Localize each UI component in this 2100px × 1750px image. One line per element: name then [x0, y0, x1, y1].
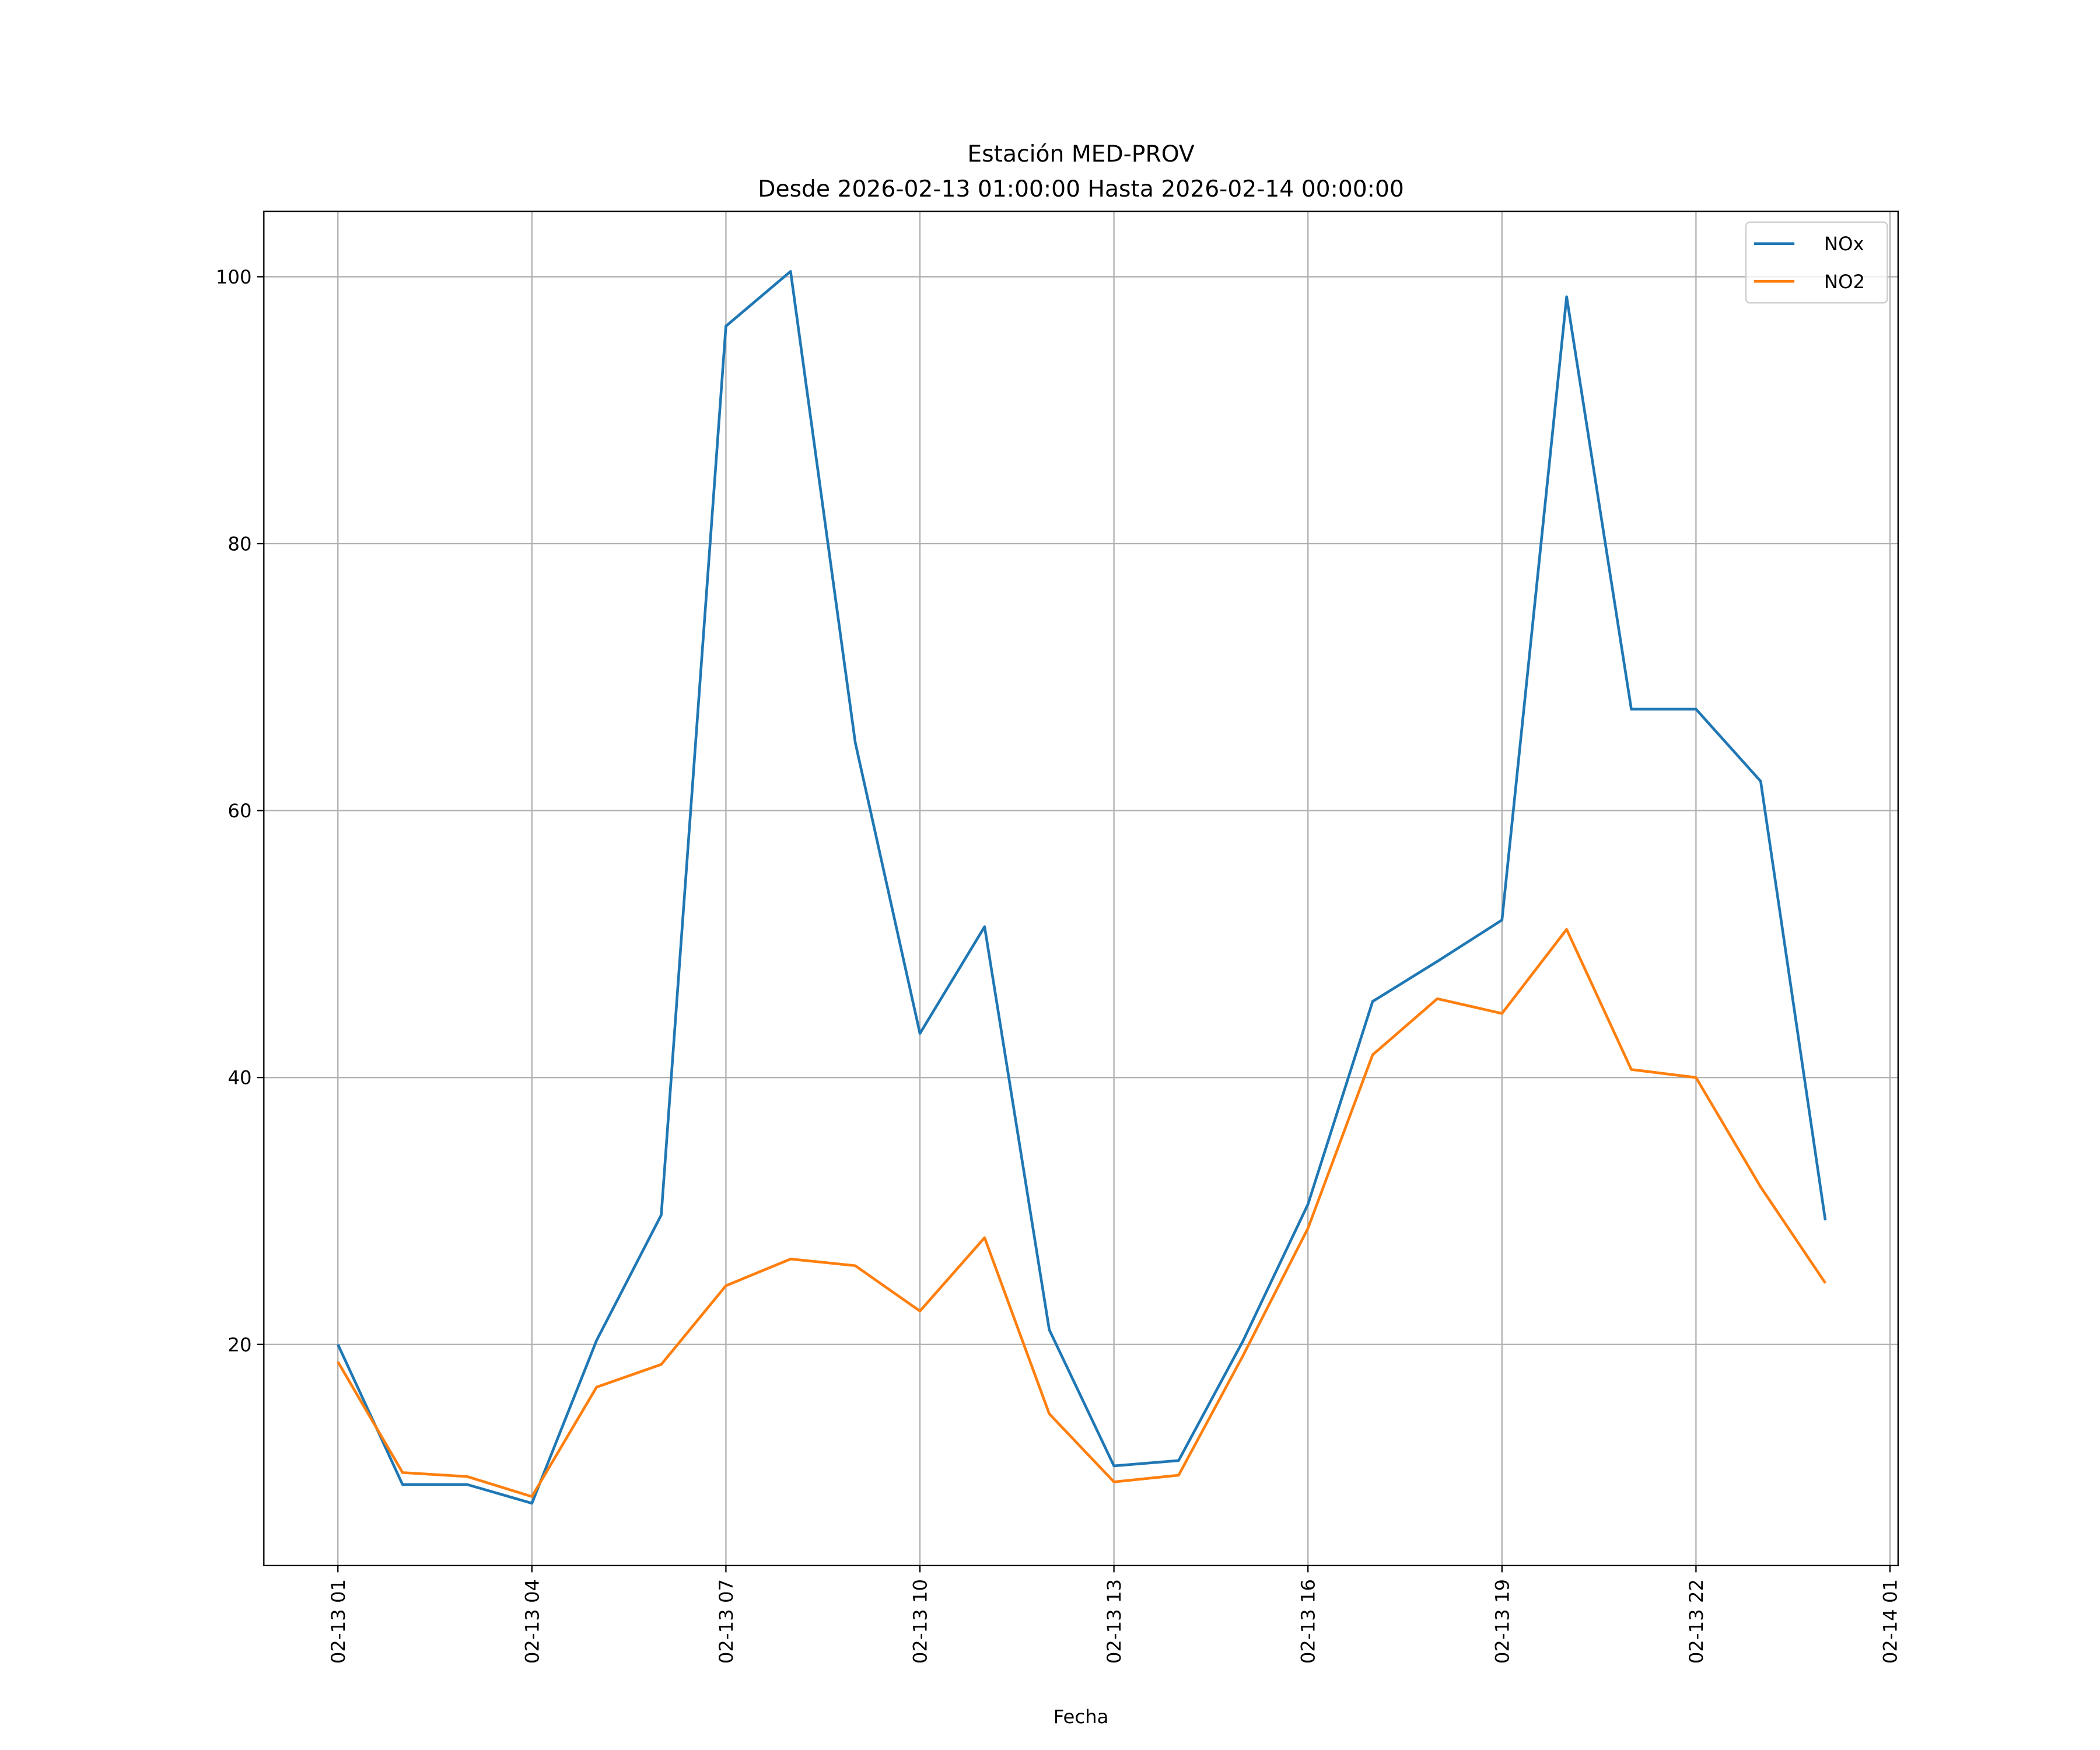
x-tick-label: 02-14 01: [1880, 1579, 1902, 1664]
x-tick-label: 02-13 07: [715, 1579, 737, 1664]
chart-subtitle: Desde 2026-02-13 01:00:00 Hasta 2026-02-…: [758, 176, 1404, 202]
chart-title: Estación MED-PROV: [967, 141, 1194, 167]
legend-label-nox: NOx: [1824, 233, 1864, 255]
x-axis: 02-13 01 02-13 04 02-13 07 02-13 10 02-13 13…: [327, 1565, 1902, 1664]
legend-label-no2: NO2: [1824, 271, 1865, 293]
x-tick-label: 02-13 01: [327, 1579, 349, 1664]
x-tick-label: 02-13 10: [909, 1579, 932, 1664]
x-tick-label: 02-13 19: [1491, 1579, 1513, 1664]
series-line-no2: [337, 928, 1827, 1498]
legend: NOx NO2: [1745, 221, 1888, 304]
y-tick-label: 80: [228, 533, 251, 555]
legend-box: [1745, 221, 1888, 304]
y-tick-label: 100: [216, 266, 252, 288]
y-tick-label: 20: [228, 1334, 251, 1356]
x-tick-label: 02-13 13: [1103, 1579, 1125, 1664]
y-tick-label: 40: [228, 1067, 251, 1089]
x-tick-label: 02-13 16: [1297, 1579, 1320, 1664]
x-tick-label: 02-13 22: [1685, 1579, 1707, 1664]
plot-frame: [263, 211, 1899, 1566]
x-axis-label: Fecha: [1054, 1706, 1109, 1728]
y-tick-label: 60: [228, 800, 251, 822]
x-tick-label: 02-13 04: [521, 1579, 543, 1664]
series-lines: [337, 270, 1827, 1505]
grid-lines: [264, 211, 1898, 1566]
series-line-nox: [337, 270, 1827, 1505]
y-axis: 20 40 60 80 100: [216, 266, 264, 1356]
